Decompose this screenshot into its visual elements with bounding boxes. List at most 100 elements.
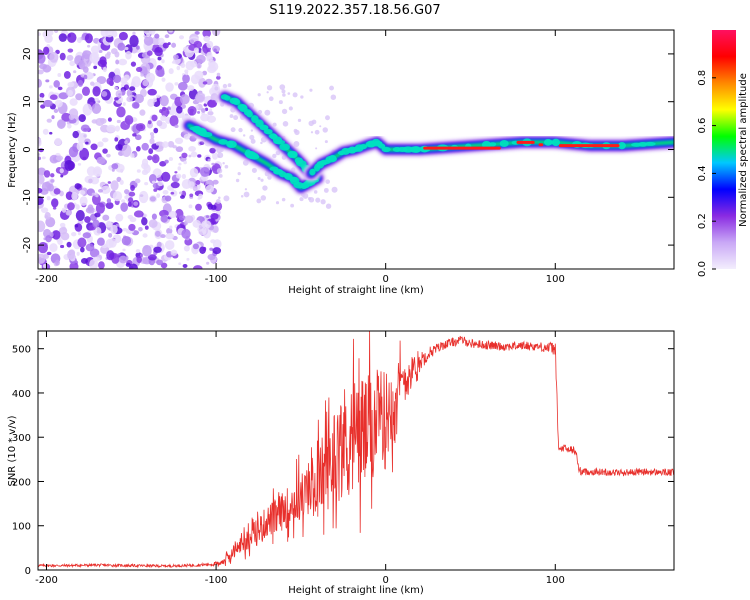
noise-speck [68, 114, 75, 120]
noise-speck [194, 70, 204, 80]
noise-speck [69, 60, 76, 67]
noise-speck [54, 137, 62, 146]
noise-speck [61, 112, 72, 122]
noise-speck [129, 35, 139, 48]
noise-speck [75, 204, 80, 210]
y-tick-label: -10 [22, 189, 33, 205]
noise-speck [281, 89, 286, 94]
noise-speck [153, 127, 159, 134]
noise-speck [159, 95, 169, 107]
noise-speck [315, 197, 321, 203]
noise-speck [91, 103, 102, 115]
noise-speck [121, 236, 132, 246]
noise-speck [128, 223, 136, 231]
noise-speck [97, 188, 104, 193]
noise-speck [199, 141, 205, 145]
noise-speck [210, 239, 216, 244]
noise-speck [158, 37, 165, 45]
noise-speck [196, 62, 202, 69]
noise-speck [92, 166, 103, 177]
noise-speck [198, 77, 207, 88]
noise-speck [310, 131, 314, 134]
noise-speck [171, 42, 177, 48]
noise-speck [182, 74, 190, 84]
noise-speck [262, 185, 268, 191]
noise-speck [154, 33, 160, 39]
noise-speck [97, 141, 104, 148]
spectrogram-x-label: Height of straight line (km) [288, 285, 424, 296]
noise-speck [130, 184, 135, 192]
colorbar-tick-label: 0.6 [697, 118, 708, 134]
noise-speck [105, 202, 114, 209]
spectral-track [216, 88, 320, 182]
track-blob [243, 109, 252, 116]
noise-speck [69, 98, 78, 106]
x-tick-label: -100 [205, 274, 228, 285]
track-blob [376, 141, 383, 148]
noise-speck [178, 215, 186, 221]
noise-speck [96, 229, 102, 234]
noise-speck [329, 85, 334, 91]
noise-speck [38, 174, 45, 185]
noise-speck [202, 246, 207, 252]
noise-speck [197, 110, 201, 114]
noise-speck [151, 213, 157, 220]
noise-speck [77, 79, 84, 87]
noise-speck [198, 229, 207, 236]
noise-speck [118, 93, 122, 96]
noise-speck [171, 60, 176, 64]
noise-speck [164, 34, 170, 39]
noise-speck [164, 195, 172, 202]
noise-speck [207, 111, 214, 116]
track-blob [319, 159, 331, 165]
track-blob [263, 128, 273, 135]
track-blob [227, 140, 234, 148]
track-blob [359, 144, 368, 150]
noise-speck [141, 217, 148, 226]
noise-speck [79, 147, 90, 161]
noise-speck [293, 141, 300, 147]
noise-speck [160, 115, 167, 122]
noise-speck [127, 201, 132, 207]
noise-speck [73, 70, 77, 74]
noise-speck [85, 243, 95, 252]
noise-speck [175, 146, 184, 153]
noise-speck [45, 235, 52, 243]
noise-speck [111, 163, 119, 170]
noise-speck [90, 45, 100, 54]
noise-speck [178, 81, 188, 91]
noise-speck [82, 50, 92, 60]
noise-speck [153, 188, 158, 192]
noise-speck [95, 193, 99, 198]
noise-speck [118, 255, 128, 264]
noise-speck [96, 76, 107, 84]
noise-speck [67, 48, 74, 53]
noise-speck [309, 88, 313, 92]
noise-speck [64, 160, 75, 172]
noise-speck [96, 237, 105, 246]
noise-speck [155, 141, 160, 146]
noise-speck [205, 215, 210, 218]
noise-speck [240, 194, 244, 198]
noise-speck [119, 179, 124, 185]
noise-speck [39, 63, 47, 70]
noise-speck [80, 258, 88, 264]
noise-speck [195, 104, 199, 110]
noise-speck [170, 191, 175, 195]
noise-speck [206, 261, 210, 265]
noise-speck [38, 148, 44, 153]
noise-speck [138, 227, 143, 232]
noise-speck [190, 39, 195, 44]
noise-speck [206, 40, 214, 49]
noise-speck [57, 119, 66, 129]
noise-speck [185, 71, 189, 76]
noise-speck [330, 94, 337, 100]
noise-speck [117, 253, 121, 256]
noise-speck [122, 248, 126, 252]
noise-speck [49, 243, 58, 253]
noise-speck [50, 173, 55, 178]
noise-speck [115, 213, 124, 222]
noise-speck [118, 58, 128, 66]
noise-speck [319, 125, 322, 128]
noise-speck [95, 202, 106, 214]
